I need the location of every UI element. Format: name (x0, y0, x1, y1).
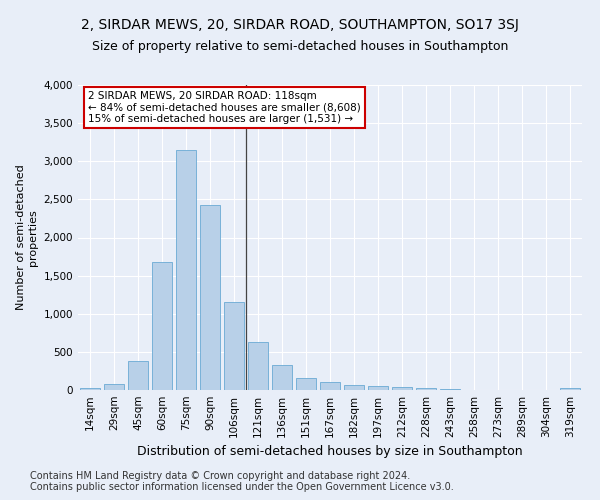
Bar (272, 365, 292, 390)
Bar (344, 384, 364, 390)
Bar (296, 378, 316, 390)
Bar (104, 384, 124, 390)
Bar (560, 388, 580, 390)
Text: Contains public sector information licensed under the Open Government Licence v3: Contains public sector information licen… (30, 482, 454, 492)
Bar (224, 302, 244, 390)
Text: 2, SIRDAR MEWS, 20, SIRDAR ROAD, SOUTHAMPTON, SO17 3SJ: 2, SIRDAR MEWS, 20, SIRDAR ROAD, SOUTHAM… (81, 18, 519, 32)
X-axis label: Distribution of semi-detached houses by size in Southampton: Distribution of semi-detached houses by … (137, 446, 523, 458)
Bar (200, 204, 220, 390)
Bar (392, 388, 412, 390)
Bar (128, 361, 148, 390)
Bar (248, 342, 268, 390)
Text: Contains HM Land Registry data © Crown copyright and database right 2024.: Contains HM Land Registry data © Crown c… (30, 471, 410, 481)
Bar (416, 388, 436, 390)
Y-axis label: Number of semi-detached
properties: Number of semi-detached properties (16, 164, 38, 310)
Text: Size of property relative to semi-detached houses in Southampton: Size of property relative to semi-detach… (92, 40, 508, 53)
Bar (368, 386, 388, 390)
Bar (440, 389, 460, 390)
Bar (320, 382, 340, 390)
Bar (176, 150, 196, 390)
Bar (80, 388, 100, 390)
Bar (152, 262, 172, 390)
Text: 2 SIRDAR MEWS, 20 SIRDAR ROAD: 118sqm
← 84% of semi-detached houses are smaller : 2 SIRDAR MEWS, 20 SIRDAR ROAD: 118sqm ← … (88, 91, 361, 124)
